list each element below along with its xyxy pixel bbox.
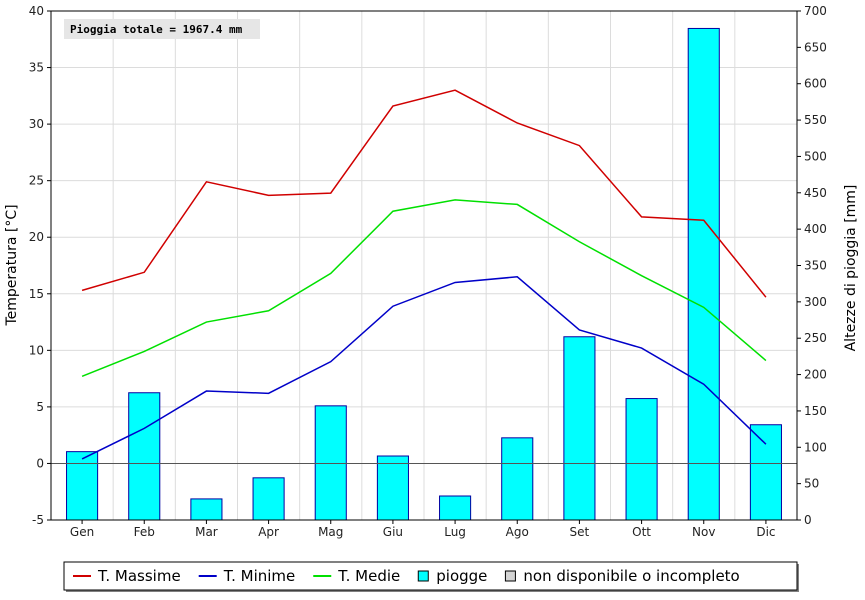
grid (50, 10, 798, 521)
right-tick-label: 0 (804, 513, 812, 527)
right-tick-label: 300 (804, 295, 827, 309)
right-tick-label: 150 (804, 404, 827, 418)
x-tick-label: Set (570, 525, 590, 539)
right-tick-label: 700 (804, 4, 827, 18)
left-tick-label: -5 (32, 513, 44, 527)
x-tick-label: Nov (692, 525, 715, 539)
rain-bar (314, 405, 347, 521)
left-tick-label: 15 (29, 287, 44, 301)
right-tick-label: 250 (804, 331, 827, 345)
left-axis-ticks: -5 0 5 10 15 20 25 30 35 40 (29, 4, 51, 527)
right-tick-label: 100 (804, 440, 827, 454)
right-tick-label: 450 (804, 186, 827, 200)
right-tick-label: 50 (804, 477, 819, 491)
rain-bar (66, 451, 99, 521)
right-tick-label: 550 (804, 113, 827, 127)
left-tick-label: 30 (29, 117, 44, 131)
left-tick-label: 35 (29, 61, 44, 75)
x-tick-label: Mar (195, 525, 218, 539)
x-tick-label: Ago (506, 525, 529, 539)
x-tick-label: Mag (318, 525, 343, 539)
rain-bar (749, 424, 782, 521)
rain-bar (252, 477, 285, 521)
left-tick-label: 20 (29, 230, 44, 244)
legend-bar-swatch (417, 570, 429, 582)
right-tick-label: 600 (804, 77, 827, 91)
rain-bar (501, 437, 534, 521)
series-line (81, 199, 767, 378)
left-tick-label: 0 (36, 456, 44, 470)
rain-bars (66, 27, 782, 521)
series-line (81, 276, 767, 460)
x-tick-label: Lug (444, 525, 466, 539)
x-tick-label: Gen (70, 525, 94, 539)
rain-bar (563, 336, 596, 521)
x-tick-label: Apr (258, 525, 279, 539)
left-tick-label: 25 (29, 174, 44, 188)
rain-bar (376, 455, 409, 521)
legend: T. Massime T. Minime T. Medie piogge non dis… (63, 561, 799, 592)
x-axis-ticks: Gen Feb Mar Apr Mag Giu Lug Ago Set Ott Nov Dic (70, 520, 776, 539)
right-tick-label: 650 (804, 40, 827, 54)
right-tick-label: 500 (804, 149, 827, 163)
right-tick-label: 400 (804, 222, 827, 236)
x-tick-label: Giu (383, 525, 403, 539)
legend-label: non disponibile o incompleto (523, 567, 739, 585)
left-axis-title: Temperatura [°C] (4, 204, 20, 326)
legend-label: T. Minime (223, 567, 296, 585)
legend-missing-swatch (504, 570, 516, 582)
right-tick-label: 200 (804, 368, 827, 382)
right-axis-title: Altezze di pioggia [mm] (843, 185, 859, 352)
right-axis-ticks: 0 50 100 150 200 250 300 350 400 450 500 550 600 650 7… (797, 4, 827, 527)
legend-label: piogge (436, 567, 487, 585)
x-tick-label: Feb (134, 525, 155, 539)
rain-bar (128, 392, 161, 521)
left-tick-label: 5 (36, 400, 44, 414)
x-tick-label: Dic (756, 525, 775, 539)
x-tick-label: Ott (632, 525, 651, 539)
rain-bar (625, 398, 658, 521)
legend-label: T. Massime (97, 567, 181, 585)
rain-bar (687, 27, 720, 521)
annotation-box (64, 19, 260, 39)
legend-box (63, 561, 798, 591)
rain-bar (190, 498, 223, 521)
right-tick-label: 350 (804, 259, 827, 273)
series-line (81, 89, 767, 298)
legend-label: T. Medie (337, 567, 400, 585)
left-tick-label: 40 (29, 4, 44, 18)
temperature-lines (81, 89, 767, 460)
rain-bar (439, 495, 472, 521)
rain-total-annotation: Pioggia totale = 1967.4 mm (70, 23, 243, 36)
left-tick-label: 10 (29, 343, 44, 357)
